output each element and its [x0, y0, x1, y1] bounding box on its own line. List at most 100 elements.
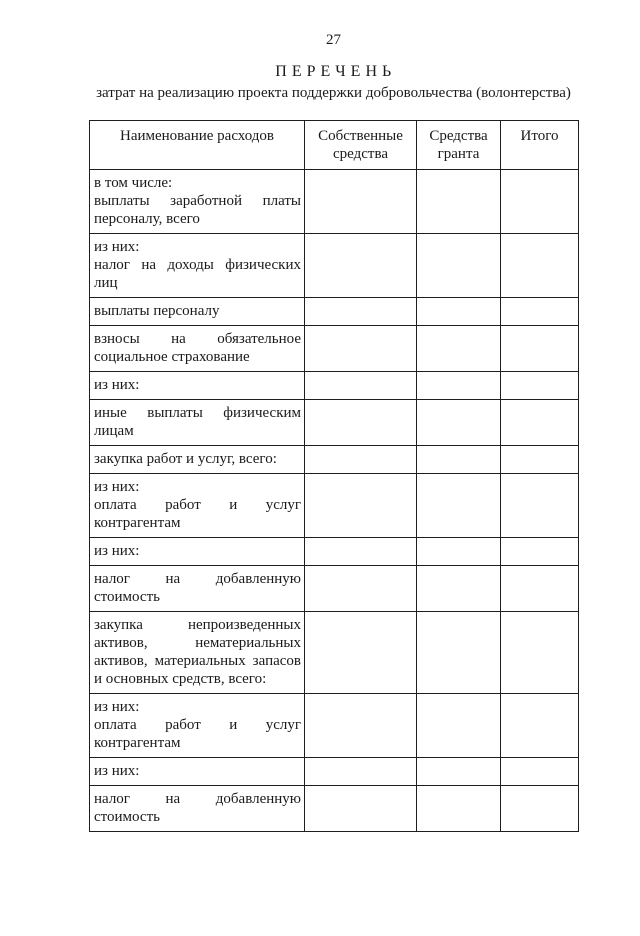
- own-funds-cell: [304, 757, 417, 786]
- table-row: из них: оплата работ и услуг контрагента…: [89, 473, 579, 538]
- expense-line: взносы на обязательное: [94, 331, 301, 347]
- expense-line: активов, нематериальных: [94, 635, 301, 651]
- expense-line: налог на доходы физических: [94, 257, 301, 273]
- total-cell: [500, 371, 579, 400]
- total-cell: [500, 785, 579, 832]
- expense-name-cell: взносы на обязательное социальное страхо…: [89, 325, 305, 372]
- column-header-grant-funds: Средства гранта: [416, 120, 501, 170]
- table-row: выплаты персоналу: [89, 297, 579, 326]
- expense-name-cell: налог на добавленную стоимость: [89, 565, 305, 612]
- grant-funds-cell: [416, 537, 501, 566]
- grant-funds-cell: [416, 325, 501, 372]
- table-row: из них:: [89, 757, 579, 786]
- grant-funds-cell: [416, 785, 501, 832]
- expense-name-cell: выплаты персоналу: [89, 297, 305, 326]
- total-cell: [500, 325, 579, 372]
- expense-line: персоналу, всего: [94, 211, 200, 227]
- table-row: налог на добавленную стоимость: [89, 785, 579, 832]
- expense-line: закупка непроизведенных: [94, 617, 301, 633]
- expense-line: выплаты заработной платы: [94, 193, 301, 209]
- document-title: П Е Р Е Ч Е Н Ь: [275, 63, 392, 80]
- total-cell: [500, 611, 579, 694]
- total-cell: [500, 169, 579, 234]
- own-funds-cell: [304, 565, 417, 612]
- grant-funds-cell: [416, 757, 501, 786]
- grant-funds-cell: [416, 371, 501, 400]
- table-row: из них: оплата работ и услуг контрагента…: [89, 693, 579, 758]
- table-row: в том числе: выплаты заработной платы пе…: [89, 169, 579, 234]
- expense-name-cell: из них:: [89, 757, 305, 786]
- expense-line: из них:: [94, 699, 140, 715]
- expense-line: контрагентам: [94, 515, 181, 531]
- grant-funds-cell: [416, 473, 501, 538]
- total-cell: [500, 233, 579, 298]
- expense-line: контрагентам: [94, 735, 181, 751]
- table-row: налог на добавленную стоимость: [89, 565, 579, 612]
- grant-funds-cell: [416, 611, 501, 694]
- total-cell: [500, 399, 579, 446]
- expense-line: иные выплаты физическим: [94, 405, 301, 421]
- table-row: из них:: [89, 537, 579, 566]
- grant-funds-cell: [416, 233, 501, 298]
- expense-name-cell: в том числе: выплаты заработной платы пе…: [89, 169, 305, 234]
- own-funds-cell: [304, 233, 417, 298]
- own-funds-cell: [304, 297, 417, 326]
- own-funds-cell: [304, 445, 417, 474]
- expense-line: и основных средств, всего:: [94, 671, 267, 687]
- total-cell: [500, 297, 579, 326]
- column-header-own-funds: Собственные средства: [304, 120, 417, 170]
- total-cell: [500, 445, 579, 474]
- own-funds-cell: [304, 537, 417, 566]
- expense-name-cell: закупка непроизведенных активов, нематер…: [89, 611, 305, 694]
- column-header-total: Итого: [500, 120, 579, 170]
- own-funds-cell: [304, 473, 417, 538]
- table-row: иные выплаты физическим лицам: [89, 399, 579, 446]
- own-funds-cell: [304, 371, 417, 400]
- expense-line: из них:: [94, 377, 140, 393]
- expense-name-cell: иные выплаты физическим лицам: [89, 399, 305, 446]
- document-page: 27 П Е Р Е Ч Е Н Ь затрат на реализацию …: [89, 31, 579, 832]
- expense-line: из них:: [94, 479, 140, 495]
- grant-funds-cell: [416, 445, 501, 474]
- grant-funds-cell: [416, 169, 501, 234]
- expense-line: стоимость: [94, 589, 160, 605]
- expense-line: социальное страхование: [94, 349, 250, 365]
- total-cell: [500, 693, 579, 758]
- expense-line: из них:: [94, 239, 140, 255]
- own-funds-cell: [304, 693, 417, 758]
- expense-name-cell: закупка работ и услуг, всего:: [89, 445, 305, 474]
- expense-line: лиц: [94, 275, 118, 291]
- expense-name-cell: из них: оплата работ и услуг контрагента…: [89, 693, 305, 758]
- own-funds-cell: [304, 611, 417, 694]
- document-subtitle: затрат на реализацию проекта поддержки д…: [96, 85, 571, 101]
- own-funds-cell: [304, 399, 417, 446]
- table-row: закупка непроизведенных активов, нематер…: [89, 611, 579, 694]
- grant-funds-cell: [416, 297, 501, 326]
- table-row: из них:: [89, 371, 579, 400]
- own-funds-cell: [304, 169, 417, 234]
- expense-name-cell: из них: оплата работ и услуг контрагента…: [89, 473, 305, 538]
- expense-line: налог на добавленную: [94, 791, 301, 807]
- expense-name-cell: из них: налог на доходы физических лиц: [89, 233, 305, 298]
- grant-funds-cell: [416, 565, 501, 612]
- own-funds-cell: [304, 785, 417, 832]
- own-funds-cell: [304, 325, 417, 372]
- total-cell: [500, 473, 579, 538]
- table-row: закупка работ и услуг, всего:: [89, 445, 579, 474]
- expense-line: из них:: [94, 763, 140, 779]
- expense-line: оплата работ и услуг: [94, 497, 301, 513]
- expense-line: в том числе:: [94, 175, 173, 191]
- expense-name-cell: из них:: [89, 537, 305, 566]
- table-row: взносы на обязательное социальное страхо…: [89, 325, 579, 372]
- total-cell: [500, 565, 579, 612]
- grant-funds-cell: [416, 399, 501, 446]
- column-header-expense-name: Наименование расходов: [89, 120, 305, 170]
- total-cell: [500, 757, 579, 786]
- page-number: 27: [326, 32, 341, 48]
- table-header-row: Наименование расходов Собственные средст…: [89, 120, 579, 170]
- expense-name-cell: из них:: [89, 371, 305, 400]
- expense-line: выплаты персоналу: [94, 303, 220, 319]
- expense-name-cell: налог на добавленную стоимость: [89, 785, 305, 832]
- grant-funds-cell: [416, 693, 501, 758]
- expense-line: закупка работ и услуг, всего:: [94, 451, 277, 467]
